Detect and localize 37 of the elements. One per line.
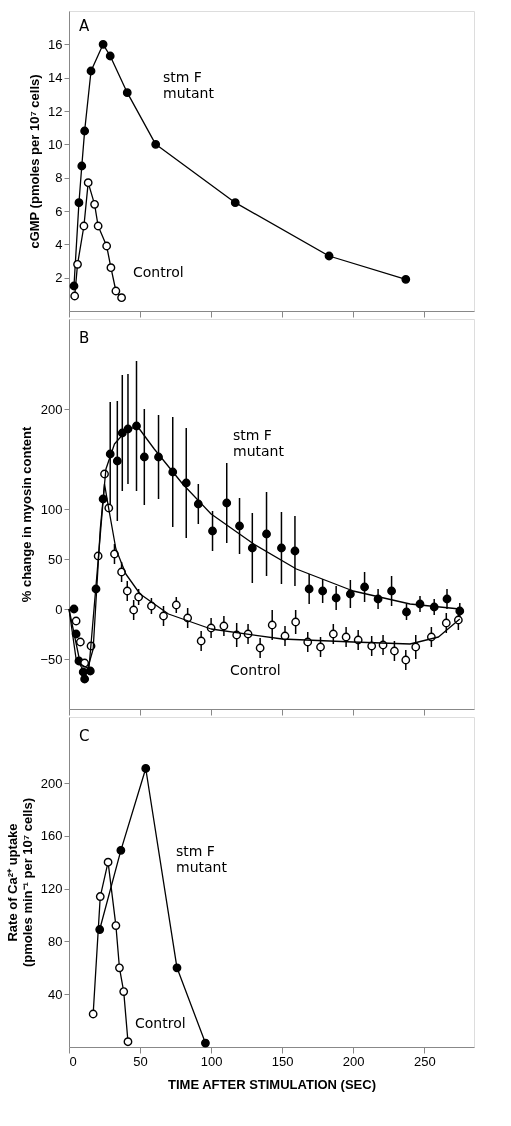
annotation: A: [79, 17, 90, 35]
y-tick-label: 40: [48, 986, 63, 1002]
y-tick-label: 50: [48, 551, 63, 567]
y-tick-label: 80: [48, 933, 63, 949]
y-tick-label: −50: [40, 651, 63, 667]
x-tick-label: 100: [200, 1053, 223, 1069]
x-tick-label: 0: [69, 1053, 77, 1069]
y-tick-label: 16: [48, 36, 63, 52]
y-tick-label: 10: [48, 136, 63, 152]
y-tick-label: 14: [48, 70, 63, 86]
y-tick-label: 2: [55, 270, 63, 286]
annotation: C: [79, 727, 90, 745]
y-tick-label: 6: [55, 203, 63, 219]
y-axis-title: cGMP (pmoles per 10⁷ cells): [27, 74, 43, 249]
x-tick-label: 150: [271, 1053, 294, 1069]
y-tick-label: 8: [55, 170, 63, 186]
annotation: stm F mutant: [176, 843, 228, 875]
x-tick-label: 50: [133, 1053, 148, 1069]
annotation: Control: [230, 662, 281, 678]
y-axis-title: % change in myosin content: [19, 426, 35, 603]
annotation: Control: [135, 1015, 186, 1031]
y-axis-title: Rate of Ca²⁺ uptake (pmoles min⁻¹ per 10⁷ cells): [4, 797, 35, 968]
annotation: Control: [133, 264, 184, 280]
y-tick-label: 200: [40, 401, 63, 417]
x-tick-label: 250: [413, 1053, 436, 1069]
y-tick-label: 160: [40, 828, 63, 844]
y-tick-label: 200: [40, 775, 63, 791]
annotation: stm F mutant: [233, 427, 285, 459]
y-tick-label: 120: [40, 881, 63, 897]
annotation: B: [79, 329, 90, 347]
x-axis-title: TIME AFTER STIMULATION (SEC): [168, 1076, 376, 1092]
y-tick-label: 4: [55, 236, 63, 252]
y-tick-label: 0: [55, 601, 63, 617]
annotation: stm F mutant: [163, 69, 215, 101]
y-tick-label: 100: [40, 501, 63, 517]
x-tick-label: 200: [342, 1053, 365, 1069]
y-tick-label: 12: [48, 103, 63, 119]
